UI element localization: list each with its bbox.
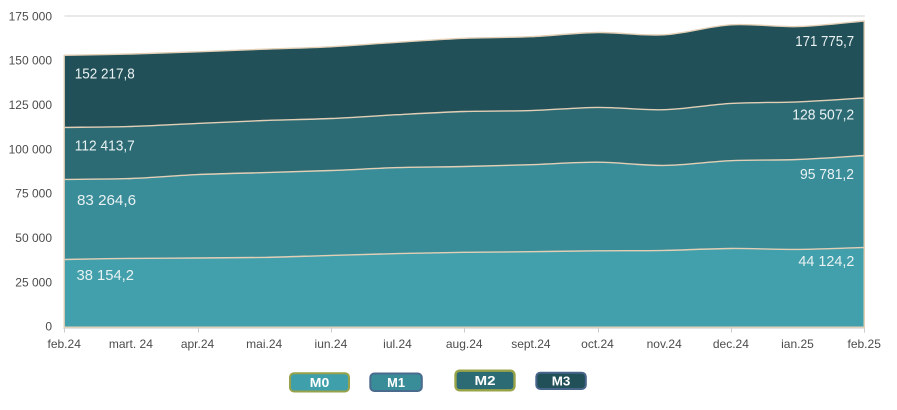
svg-text:iun.24: iun.24 <box>315 337 348 351</box>
svg-text:171 775,7: 171 775,7 <box>795 33 854 50</box>
svg-text:95 781,2: 95 781,2 <box>800 166 854 183</box>
svg-text:dec.24: dec.24 <box>713 337 749 351</box>
svg-text:iul.24: iul.24 <box>383 337 412 351</box>
svg-text:mai.24: mai.24 <box>246 337 282 351</box>
svg-text:feb.25: feb.25 <box>848 337 882 351</box>
svg-text:mart. 24: mart. 24 <box>109 337 153 351</box>
svg-text:83 264,6: 83 264,6 <box>77 192 136 209</box>
svg-text:M2: M2 <box>475 373 496 388</box>
svg-text:nov.24: nov.24 <box>647 337 682 351</box>
svg-text:aug.24: aug.24 <box>446 337 483 351</box>
svg-text:M0: M0 <box>310 375 330 390</box>
svg-text:sept.24: sept.24 <box>511 337 551 351</box>
svg-text:175 000: 175 000 <box>9 9 53 23</box>
svg-text:38 154,2: 38 154,2 <box>77 267 135 284</box>
svg-text:100 000: 100 000 <box>9 142 53 156</box>
svg-text:0: 0 <box>45 320 52 334</box>
svg-text:150 000: 150 000 <box>9 54 53 68</box>
svg-text:feb.24: feb.24 <box>48 337 82 351</box>
svg-text:apr.24: apr.24 <box>181 337 215 351</box>
svg-text:ian.25: ian.25 <box>781 337 814 351</box>
svg-text:152 217,8: 152 217,8 <box>75 66 135 83</box>
svg-text:128 507,2: 128 507,2 <box>792 106 854 123</box>
svg-text:M1: M1 <box>387 375 405 390</box>
svg-text:125 000: 125 000 <box>9 98 53 112</box>
svg-text:50 000: 50 000 <box>15 231 52 245</box>
svg-text:44 124,2: 44 124,2 <box>798 253 854 270</box>
svg-text:25 000: 25 000 <box>15 275 52 289</box>
svg-text:M3: M3 <box>552 373 571 388</box>
svg-text:75 000: 75 000 <box>15 187 52 201</box>
svg-text:oct.24: oct.24 <box>581 337 614 351</box>
svg-text:112 413,7: 112 413,7 <box>75 137 135 154</box>
